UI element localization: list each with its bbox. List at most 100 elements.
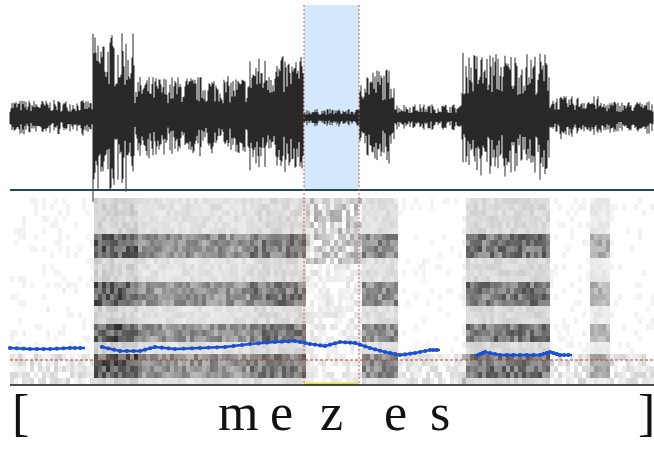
spectrogram-cell [274, 378, 278, 384]
spectrogram-cell [250, 312, 254, 318]
spectrogram-cell [646, 372, 650, 378]
spectrogram-cell [362, 264, 366, 270]
spectrogram-cell [206, 282, 210, 288]
spectrogram-cell [90, 276, 94, 282]
spectrogram-cell [518, 378, 522, 384]
spectrogram-cell [586, 372, 590, 378]
spectrogram-cell [502, 360, 506, 366]
spectrogram-cell [602, 264, 606, 270]
spectrogram-cell [514, 318, 518, 324]
spectrogram-cell [602, 216, 606, 222]
spectrogram-cell [526, 222, 530, 228]
spectrogram-cell [266, 228, 270, 234]
spectrogram-cell [146, 240, 150, 246]
spectrogram-cell [214, 300, 218, 306]
spectrogram-cell [366, 324, 370, 330]
pitch-point [348, 341, 352, 345]
spectrogram-cell [214, 282, 218, 288]
pitch-point [548, 350, 552, 354]
spectrogram-cell [170, 222, 174, 228]
spectrogram-cell [538, 306, 542, 312]
spectrogram-cell [538, 204, 542, 210]
spectrogram-cell [522, 360, 526, 366]
spectrogram-cell [506, 294, 510, 300]
spectrogram-cell [50, 204, 54, 210]
spectrogram-cell [10, 330, 14, 336]
spectrogram-cell [238, 336, 242, 342]
spectrogram-cell [122, 372, 126, 378]
spectrogram-cell [166, 228, 170, 234]
spectrogram-cell [598, 366, 602, 372]
spectrogram-cell [626, 378, 630, 384]
spectrogram-cell [466, 360, 470, 366]
spectrogram-cell [102, 210, 106, 216]
spectrogram-cell [470, 342, 474, 348]
spectrogram-cell [594, 372, 598, 378]
spectrogram-cell [242, 258, 246, 264]
spectrogram-cell [390, 360, 394, 366]
spectrogram-cell [422, 354, 426, 360]
spectrogram-cell [190, 204, 194, 210]
spectrogram-cell [346, 276, 350, 282]
spectrogram-cell [394, 312, 398, 318]
spectrogram-cell [510, 312, 514, 318]
spectrogram-cell [498, 342, 502, 348]
spectrogram-cell [338, 270, 342, 276]
spectrogram-cell [150, 360, 154, 366]
spectrogram-cell [330, 360, 334, 366]
spectrogram-cell [602, 276, 606, 282]
spectrogram-cell [314, 366, 318, 372]
spectrogram-cell [266, 354, 270, 360]
spectrogram-cell [606, 216, 610, 222]
pitch-point [538, 353, 542, 357]
spectrogram-cell [498, 270, 502, 276]
spectrogram-cell [262, 210, 266, 216]
spectrogram-cell [650, 366, 654, 372]
spectrogram-cell [514, 360, 518, 366]
spectrogram-cell [246, 300, 250, 306]
spectrogram-cell [526, 252, 530, 258]
spectrogram-cell [362, 372, 366, 378]
spectrogram-cell [274, 240, 278, 246]
spectrogram-cell [190, 198, 194, 204]
spectrogram-cell [206, 198, 210, 204]
spectrogram-cell [538, 300, 542, 306]
spectrogram-cell [258, 240, 262, 246]
spectrogram-cell [514, 342, 518, 348]
spectrogram-cell [178, 282, 182, 288]
spectrogram-cell [626, 360, 630, 366]
spectrogram-cell [158, 312, 162, 318]
spectrogram-cell [178, 198, 182, 204]
spectrogram-cell [90, 324, 94, 330]
spectrogram-cell [466, 216, 470, 222]
spectrogram-cell [590, 228, 594, 234]
pitch-point [551, 351, 555, 355]
spectrogram-cell [198, 222, 202, 228]
spectrogram-cell [374, 252, 378, 258]
spectrogram-cell [270, 288, 274, 294]
spectrogram-cell [194, 324, 198, 330]
spectrogram-cell [514, 324, 518, 330]
spectrogram-cell [614, 366, 618, 372]
spectrogram-cell [426, 354, 430, 360]
spectrogram-cell [102, 216, 106, 222]
spectrogram-cell [218, 282, 222, 288]
spectrogram-cell [110, 264, 114, 270]
spectrogram-cell [250, 366, 254, 372]
spectrogram-cell [182, 210, 186, 216]
spectrogram-cell [374, 360, 378, 366]
spectrogram-cell [582, 330, 586, 336]
spectrogram-cell [198, 354, 202, 360]
spectrogram-cell [254, 258, 258, 264]
spectrogram-cell [98, 228, 102, 234]
spectrogram-cell [242, 282, 246, 288]
spectrogram-cell [534, 228, 538, 234]
spectrogram-cell [266, 348, 270, 354]
spectrogram-cell [342, 216, 346, 222]
spectrogram-cell [282, 252, 286, 258]
spectrogram-cell [102, 240, 106, 246]
spectrogram-cell [314, 252, 318, 258]
spectrogram-cell [502, 330, 506, 336]
spectrogram-cell [394, 222, 398, 228]
spectrogram-cell [638, 234, 642, 240]
